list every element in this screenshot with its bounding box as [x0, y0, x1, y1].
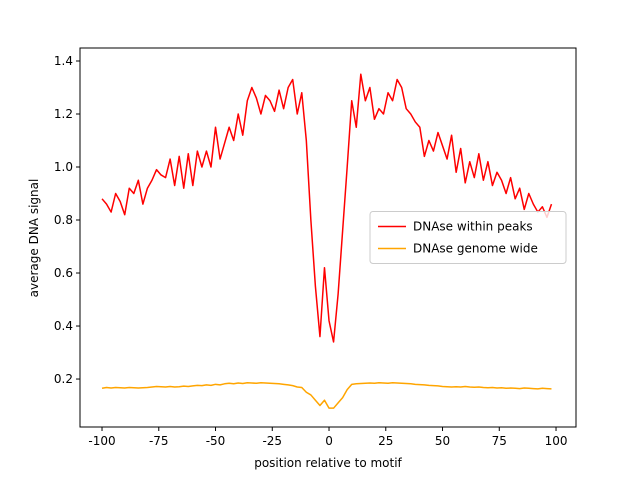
x-axis-label: position relative to motif	[254, 456, 402, 470]
y-tick-label: 1.4	[54, 54, 73, 68]
y-tick-label: 0.4	[54, 319, 73, 333]
x-tick-label: 50	[435, 434, 450, 448]
x-tick-label: 25	[378, 434, 393, 448]
y-tick-label: 0.8	[54, 213, 73, 227]
legend: DNAse within peaks DNAse genome wide	[369, 211, 567, 264]
y-tick-label: 0.2	[54, 372, 73, 386]
x-tick-label: 75	[492, 434, 507, 448]
legend-label: DNAse genome wide	[413, 242, 538, 256]
legend-label: DNAse within peaks	[413, 220, 533, 234]
y-tick-label: 0.6	[54, 266, 73, 280]
data-line	[101, 381, 552, 409]
legend-box	[369, 211, 567, 264]
x-tick-label: -75	[149, 434, 169, 448]
x-tick-label: 100	[545, 434, 568, 448]
data-line	[101, 73, 553, 343]
x-tick-label: -100	[88, 434, 115, 448]
y-tick-label: 1.0	[54, 160, 73, 174]
x-tick-label: -25	[262, 434, 282, 448]
plot-frame	[79, 47, 577, 428]
x-tick-label: -50	[206, 434, 226, 448]
y-tick-label: 1.2	[54, 107, 73, 121]
x-tick-label: 0	[325, 434, 333, 448]
y-axis-label: average DNA signal	[27, 179, 41, 298]
